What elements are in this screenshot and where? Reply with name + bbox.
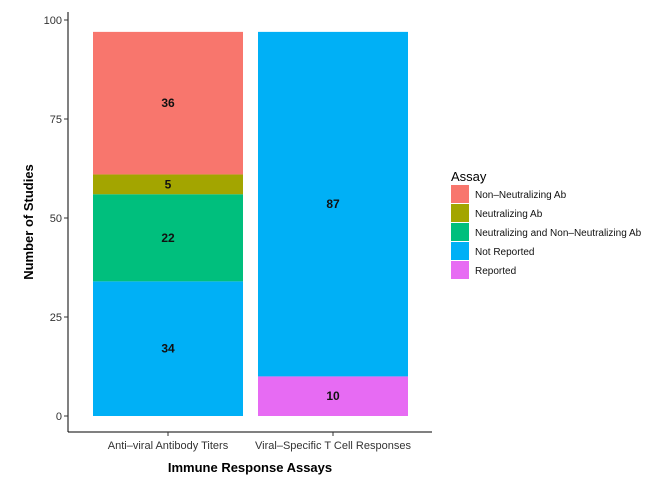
- x-tick-label: Anti–viral Antibody Titers: [108, 440, 229, 452]
- x-axis-title: Immune Response Assays: [168, 460, 332, 475]
- y-tick-label: 75: [50, 114, 62, 126]
- legend-label: Neutralizing Ab: [475, 209, 543, 220]
- legend-swatch: [451, 242, 469, 260]
- y-tick-label: 50: [50, 213, 62, 225]
- legend-label: Neutralizing and Non–Neutralizing Ab: [475, 228, 642, 239]
- bar-segment: [258, 31, 408, 377]
- legend-label: Non–Neutralizing Ab: [475, 190, 567, 201]
- bar-data-label: 34: [161, 342, 175, 356]
- legend-label: Reported: [475, 266, 516, 277]
- y-axis-title: Number of Studies: [21, 164, 36, 280]
- data-labels-layer: 34 22 5 36 10 87: [161, 96, 340, 403]
- legend-label: Not Reported: [475, 247, 534, 258]
- bar-segment: [93, 31, 243, 175]
- legend-swatch: [451, 185, 469, 203]
- bar-segment: [93, 281, 243, 416]
- bar-segment: [93, 174, 243, 195]
- legend-title: Assay: [451, 169, 487, 184]
- x-tick-label: Viral–Specific T Cell Responses: [255, 440, 411, 452]
- y-tick-label: 25: [50, 312, 62, 324]
- bar-data-label: 87: [326, 197, 340, 211]
- y-ticks: 0 25 50 75 100: [44, 15, 68, 423]
- bar-segment: [93, 194, 243, 282]
- legend-items: Non–Neutralizing Ab Neutralizing Ab Neutra…: [451, 185, 642, 279]
- y-tick-label: 100: [44, 15, 62, 27]
- y-tick-label: 0: [56, 411, 62, 423]
- x-ticks: Anti–viral Antibody Titers Viral–Specific…: [108, 432, 411, 452]
- bar-data-label: 5: [165, 177, 172, 191]
- legend: Assay Non–Neutralizing Ab Neutralizing Ab…: [451, 169, 642, 279]
- bars-layer: [93, 31, 408, 416]
- bar-data-label: 10: [326, 389, 340, 403]
- bar-data-label: 22: [161, 231, 175, 245]
- axes-layer: [67, 12, 432, 433]
- bar-segment: [258, 376, 408, 416]
- legend-swatch: [451, 261, 469, 279]
- legend-swatch: [451, 223, 469, 241]
- legend-swatch: [451, 204, 469, 222]
- bar-data-label: 36: [161, 96, 175, 110]
